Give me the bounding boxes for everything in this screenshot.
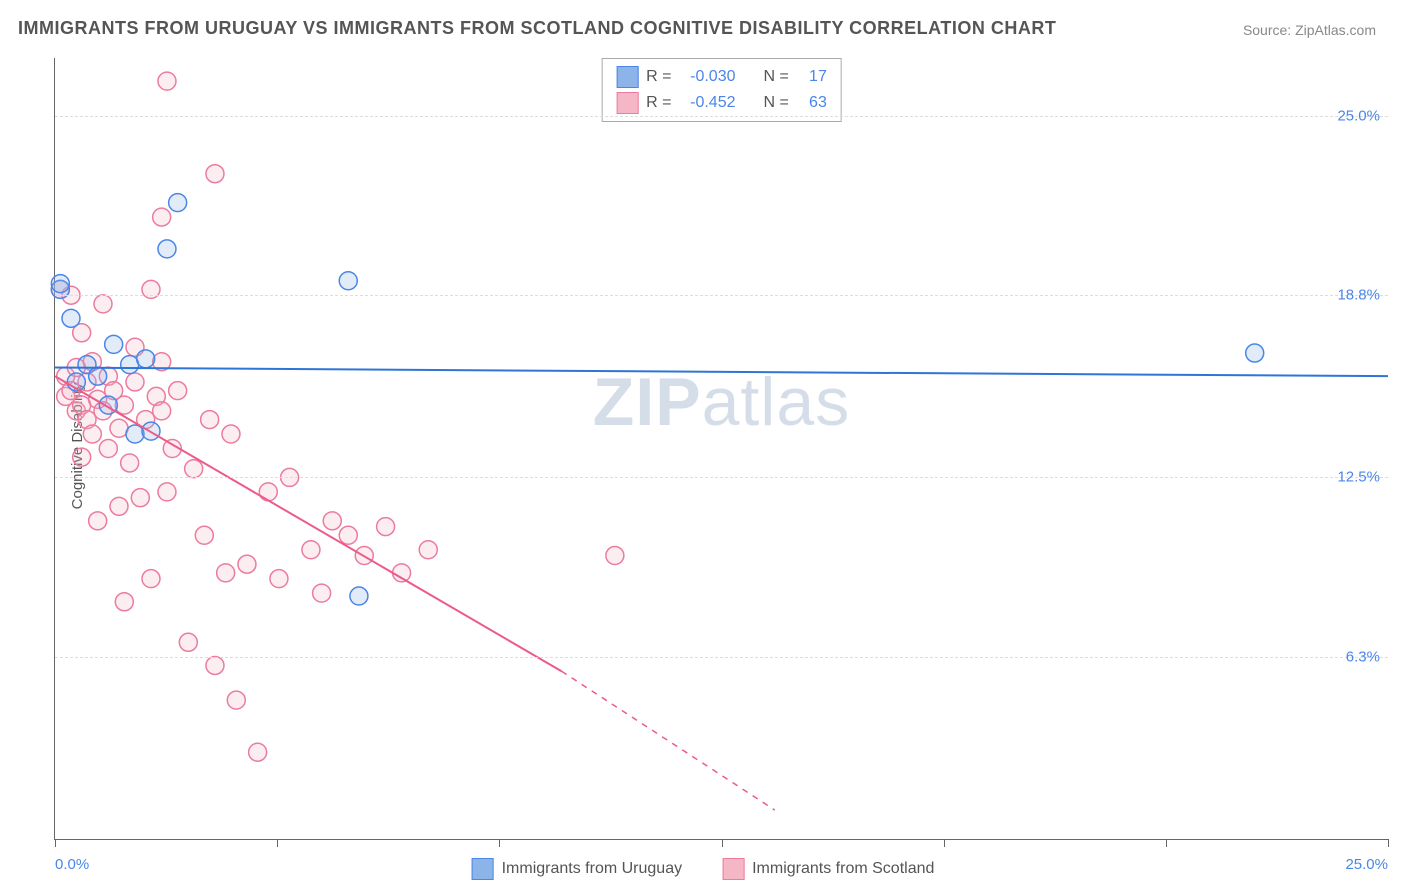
series-name-scotland: Immigrants from Scotland (752, 860, 934, 878)
legend-item-uruguay: Immigrants from Uruguay (472, 858, 683, 880)
swatch-uruguay (616, 66, 638, 88)
n-value-uruguay: 17 (797, 68, 827, 86)
y-tick-label: 18.8% (1337, 287, 1390, 304)
r-value-scotland: -0.452 (680, 94, 736, 112)
r-label: R = (646, 68, 671, 86)
series-name-uruguay: Immigrants from Uruguay (502, 860, 683, 878)
y-tick-label: 12.5% (1337, 469, 1390, 486)
swatch-scotland-icon (722, 858, 744, 880)
plot-svg (55, 58, 1388, 839)
n-label: N = (764, 94, 789, 112)
x-tick-label: 25.0% (1345, 856, 1388, 873)
r-label: R = (646, 94, 671, 112)
y-tick-label: 25.0% (1337, 107, 1390, 124)
r-value-uruguay: -0.030 (680, 68, 736, 86)
chart-plot-area: ZIPatlas R = -0.030 N = 17 R = -0.452 N … (54, 58, 1388, 840)
legend-item-scotland: Immigrants from Scotland (722, 858, 934, 880)
y-tick-label: 6.3% (1346, 648, 1390, 665)
correlation-legend: R = -0.030 N = 17 R = -0.452 N = 63 (601, 58, 842, 122)
source-label: Source: ZipAtlas.com (1243, 22, 1376, 38)
swatch-scotland (616, 92, 638, 114)
legend-row-uruguay: R = -0.030 N = 17 (616, 64, 827, 90)
swatch-uruguay-icon (472, 858, 494, 880)
x-tick-label: 0.0% (55, 856, 89, 873)
chart-title: IMMIGRANTS FROM URUGUAY VS IMMIGRANTS FR… (18, 18, 1056, 39)
n-value-scotland: 63 (797, 94, 827, 112)
legend-row-scotland: R = -0.452 N = 63 (616, 90, 827, 116)
n-label: N = (764, 68, 789, 86)
series-legend: Immigrants from Uruguay Immigrants from … (472, 858, 935, 880)
